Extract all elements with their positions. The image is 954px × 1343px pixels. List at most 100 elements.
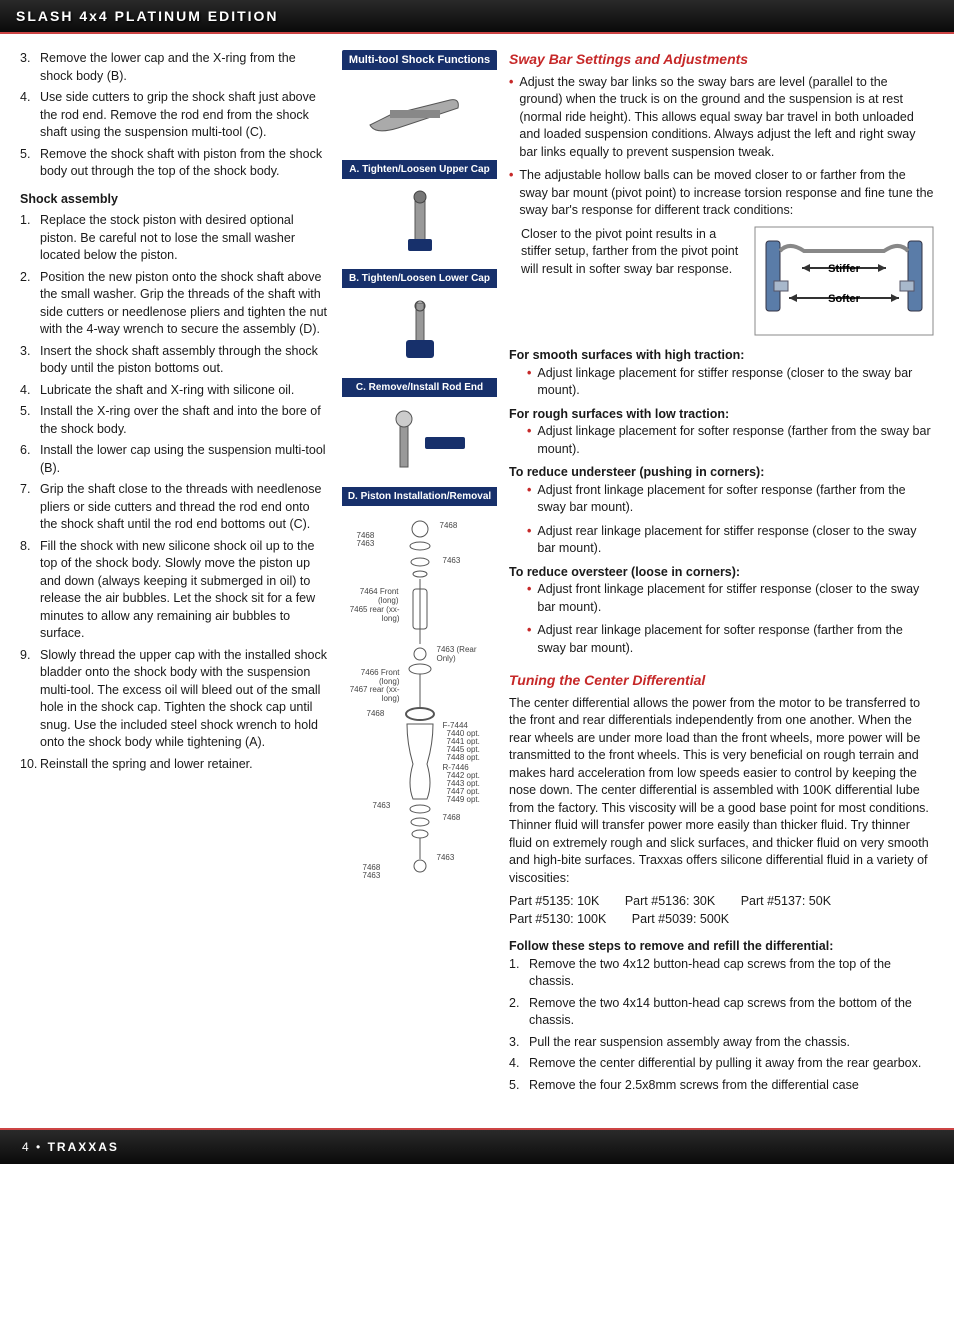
- tool-image-c: [342, 288, 497, 378]
- step-text: Install the X-ring over the shaft and in…: [40, 403, 330, 438]
- shock-icon: [360, 189, 480, 259]
- exploded-diagram: 7468 7468 7463 7463 7464 Front (long) 74…: [342, 508, 497, 890]
- step-text: Lubricate the shaft and X-ring with sili…: [40, 382, 330, 400]
- step-num: 2.: [509, 995, 529, 1030]
- sway-diagram: Stiffer Softer: [754, 226, 934, 342]
- bullet-icon: •: [527, 365, 531, 400]
- step-text: Position the new piston onto the shock s…: [40, 269, 330, 339]
- diff-steps-heading: Follow these steps to remove and refill …: [509, 938, 934, 956]
- footer-sep: •: [36, 1140, 48, 1154]
- part-item: Part #5130: 100K: [509, 911, 606, 929]
- step-text: Reinstall the spring and lower retainer.: [40, 756, 330, 774]
- svg-text:Softer: Softer: [828, 293, 861, 305]
- right-column: Sway Bar Settings and Adjustments •Adjus…: [509, 50, 934, 1098]
- part-item: Part #5137: 50K: [741, 893, 831, 911]
- part-label: 7463: [437, 854, 455, 863]
- step-num: 8.: [20, 538, 40, 643]
- rough-bullet: Adjust linkage placement for softer resp…: [537, 423, 934, 458]
- understeer-heading: To reduce understeer (pushing in corners…: [509, 464, 934, 482]
- step-text: Remove the two 4x14 button-head cap scre…: [529, 995, 934, 1030]
- part-item: Part #5135: 10K: [509, 893, 599, 911]
- sway-bullet-text: The adjustable hollow balls can be moved…: [519, 167, 934, 220]
- parts-table: Part #5135: 10K Part #5136: 30K Part #51…: [509, 893, 934, 928]
- step-text: Remove the four 2.5x8mm screws from the …: [529, 1077, 934, 1095]
- rough-heading: For rough surfaces with low traction:: [509, 406, 934, 424]
- step-text: Remove the center differential by pullin…: [529, 1055, 934, 1073]
- step-num: 6.: [20, 442, 40, 477]
- bullet-icon: •: [527, 423, 531, 458]
- step-num: 4.: [20, 89, 40, 142]
- disassembly-list: 3.Remove the lower cap and the X-ring fr…: [20, 50, 330, 181]
- svg-text:Stiffer: Stiffer: [828, 263, 861, 275]
- wrench-icon: [360, 80, 480, 150]
- part-label: 7466 Front (long): [345, 669, 400, 687]
- step-text: Grip the shaft close to the threads with…: [40, 481, 330, 534]
- part-label: 7467 rear (xx-long): [345, 686, 400, 704]
- part-label: 7463: [443, 557, 461, 566]
- part-label: 7449 opt.: [447, 796, 480, 805]
- tool-image-a: [342, 70, 497, 160]
- step-text: Slowly thread the upper cap with the ins…: [40, 647, 330, 752]
- step-text: Pull the rear suspension assembly away f…: [529, 1034, 934, 1052]
- part-label: 7448 opt.: [447, 754, 480, 763]
- smooth-bullet: Adjust linkage placement for stiffer res…: [537, 365, 934, 400]
- part-label: 7463 (Rear Only): [437, 646, 492, 664]
- part-label: 7468: [443, 814, 461, 823]
- step-text: Remove the two 4x12 button-head cap scre…: [529, 956, 934, 991]
- over-bullet: Adjust rear linkage placement for softer…: [537, 622, 934, 657]
- step-text: Install the lower cap using the suspensi…: [40, 442, 330, 477]
- bullet-icon: •: [527, 482, 531, 517]
- header-bar: SLASH 4x4 PLATINUM EDITION: [0, 0, 954, 34]
- rod-end-icon: [360, 298, 480, 368]
- over-bullet: Adjust front linkage placement for stiff…: [537, 581, 934, 616]
- caption-d: D. Piston Installation/Removal: [342, 487, 497, 506]
- step-text: Insert the shock shaft assembly through …: [40, 343, 330, 378]
- sway-bullets: •Adjust the sway bar links so the sway b…: [509, 74, 934, 220]
- oversteer-heading: To reduce oversteer (loose in corners):: [509, 564, 934, 582]
- bullet-icon: •: [509, 74, 513, 162]
- caption-b: B. Tighten/Loosen Lower Cap: [342, 269, 497, 288]
- step-text: Replace the stock piston with desired op…: [40, 212, 330, 265]
- under-bullet: Adjust front linkage placement for softe…: [537, 482, 934, 517]
- step-text: Fill the shock with new silicone shock o…: [40, 538, 330, 643]
- footer-brand: TRAXXAS: [48, 1140, 119, 1154]
- left-column: 3.Remove the lower cap and the X-ring fr…: [20, 50, 330, 1098]
- step-num: 3.: [20, 343, 40, 378]
- tool-panel-title: Multi-tool Shock Functions: [342, 50, 497, 70]
- tool-image-b: [342, 179, 497, 269]
- step-num: 4.: [20, 382, 40, 400]
- assembly-list: 1.Replace the stock piston with desired …: [20, 212, 330, 773]
- bullet-icon: •: [527, 622, 531, 657]
- step-num: 1.: [20, 212, 40, 265]
- step-text: Remove the lower cap and the X-ring from…: [40, 50, 330, 85]
- part-label: 7463: [363, 872, 381, 881]
- piston-icon: [360, 407, 480, 477]
- bullet-icon: •: [527, 581, 531, 616]
- part-label: 7463: [357, 540, 375, 549]
- diff-body: The center differential allows the power…: [509, 695, 934, 888]
- step-num: 2.: [20, 269, 40, 339]
- part-label: 7468: [440, 522, 458, 531]
- step-num: 3.: [509, 1034, 529, 1052]
- diff-steps-list: 1.Remove the two 4x12 button-head cap sc…: [509, 956, 934, 1095]
- caption-a: A. Tighten/Loosen Upper Cap: [342, 160, 497, 179]
- sway-title: Sway Bar Settings and Adjustments: [509, 50, 934, 70]
- step-num: 10.: [20, 756, 40, 774]
- step-text: Use side cutters to grip the shock shaft…: [40, 89, 330, 142]
- part-label: 7464 Front (long): [349, 588, 399, 606]
- part-label: 7463: [373, 802, 391, 811]
- bullet-icon: •: [509, 167, 513, 220]
- part-label: 7468: [367, 710, 385, 719]
- page-number: 4: [22, 1140, 31, 1154]
- part-label: 7465 rear (xx-long): [345, 606, 400, 624]
- middle-column: Multi-tool Shock Functions A. Tighten/Lo…: [342, 50, 497, 1098]
- part-item: Part #5136: 30K: [625, 893, 715, 911]
- smooth-heading: For smooth surfaces with high traction:: [509, 347, 934, 365]
- tool-image-d: [342, 397, 497, 487]
- part-item: Part #5039: 500K: [632, 911, 729, 929]
- caption-c: C. Remove/Install Rod End: [342, 378, 497, 397]
- step-num: 3.: [20, 50, 40, 85]
- header-title: SLASH 4x4 PLATINUM EDITION: [16, 8, 938, 24]
- step-text: Remove the shock shaft with piston from …: [40, 146, 330, 181]
- step-num: 7.: [20, 481, 40, 534]
